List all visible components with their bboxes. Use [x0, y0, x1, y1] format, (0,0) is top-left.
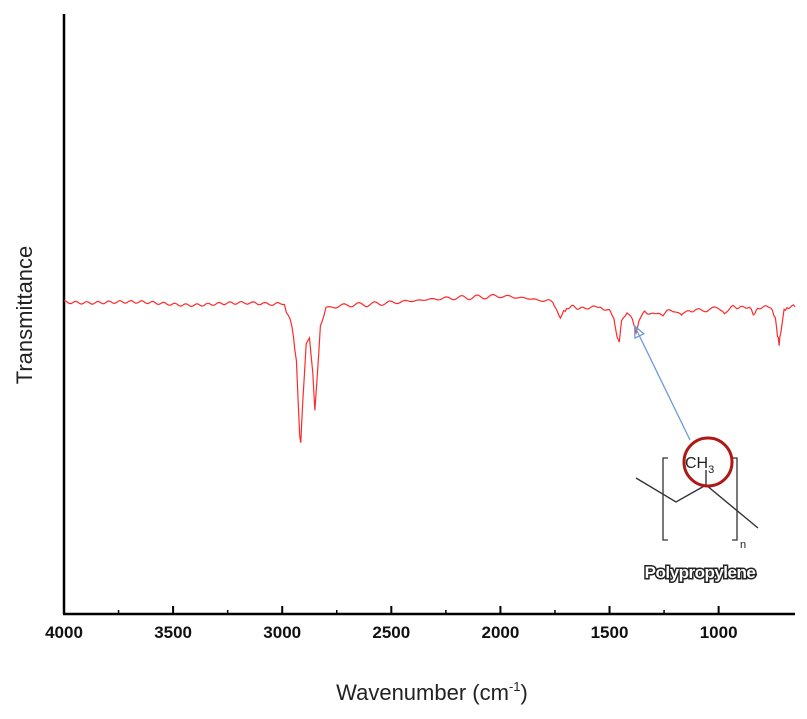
methyl-label: CH3 [685, 455, 714, 476]
x-tick-labels: 4000 3500 3000 2500 2000 1500 1000 [45, 623, 737, 642]
x-tick-label: 1000 [700, 623, 738, 642]
plot-frame [62, 14, 795, 616]
backbone-bond [635, 477, 759, 529]
x-tick-label: 3000 [263, 623, 301, 642]
methyl-label-subscript: 3 [708, 464, 714, 476]
repeat-subscript: n [740, 539, 746, 551]
y-axis-title: Transmittance [12, 246, 37, 385]
x-tick-label: 4000 [45, 623, 83, 642]
methyl-label-main: CH [685, 455, 708, 472]
x-tick-label: 2000 [482, 623, 520, 642]
polypropylene-structure: CH3 n Polypropylene [633, 324, 759, 584]
series-layer [63, 294, 796, 443]
annotation-arrowhead [633, 324, 646, 340]
x-tick-label: 1500 [591, 623, 629, 642]
annotation-arrow [634, 325, 691, 441]
x-axis-title-main: Wavenumber (cm [336, 680, 509, 705]
left-bracket [662, 457, 668, 541]
methyl-highlight-circle [682, 436, 734, 488]
x-ticks [63, 606, 720, 614]
x-axis-title: Wavenumber (cm-1) [336, 679, 528, 705]
spectrum-line [63, 294, 796, 443]
x-axis-title-superscript: -1 [509, 679, 521, 694]
right-bracket [732, 457, 738, 541]
x-tick-label: 3500 [154, 623, 192, 642]
x-axis-title-suffix: ) [521, 680, 528, 705]
x-tick-label: 2500 [372, 623, 410, 642]
polypropylene-label: Polypropylene [645, 563, 756, 582]
